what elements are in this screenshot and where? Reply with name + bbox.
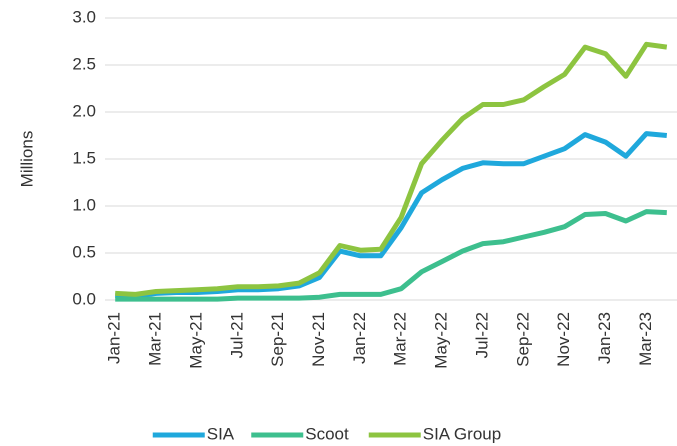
y-tick-label: 1.5 — [72, 148, 96, 167]
series-line — [115, 41, 668, 297]
y-tick-label: 1.0 — [72, 195, 96, 214]
x-tick-label: Jan-22 — [350, 312, 369, 364]
x-tick-label: Jul-21 — [227, 312, 246, 358]
x-tick-label: Sep-22 — [513, 312, 532, 367]
y-tick-label: 3.0 — [72, 7, 96, 26]
y-tick-label: 2.0 — [72, 101, 96, 120]
x-tick-label: Mar-21 — [146, 312, 165, 366]
x-tick-label: May-22 — [432, 312, 451, 369]
legend-label: SIA — [207, 424, 235, 443]
series-line — [115, 131, 668, 299]
series-line — [115, 209, 667, 302]
y-axis-label: Millions — [17, 131, 36, 188]
x-tick-label: Sep-21 — [268, 312, 287, 367]
x-tick-label: Nov-21 — [309, 312, 328, 367]
legend-label: Scoot — [305, 424, 349, 443]
y-tick-label: 0.0 — [72, 289, 96, 308]
legend-label: SIA Group — [423, 424, 501, 443]
y-tick-label: 2.5 — [72, 54, 96, 73]
x-tick-label: Jan-21 — [105, 312, 124, 364]
x-tick-label: May-21 — [186, 312, 205, 369]
x-tick-label: Mar-22 — [391, 312, 410, 366]
y-tick-label: 0.5 — [72, 242, 96, 261]
x-tick-label: Nov-22 — [554, 312, 573, 367]
x-tick-label: Jul-22 — [472, 312, 491, 358]
x-tick-label: Jan-23 — [595, 312, 614, 364]
x-tick-label: Mar-23 — [636, 312, 655, 366]
